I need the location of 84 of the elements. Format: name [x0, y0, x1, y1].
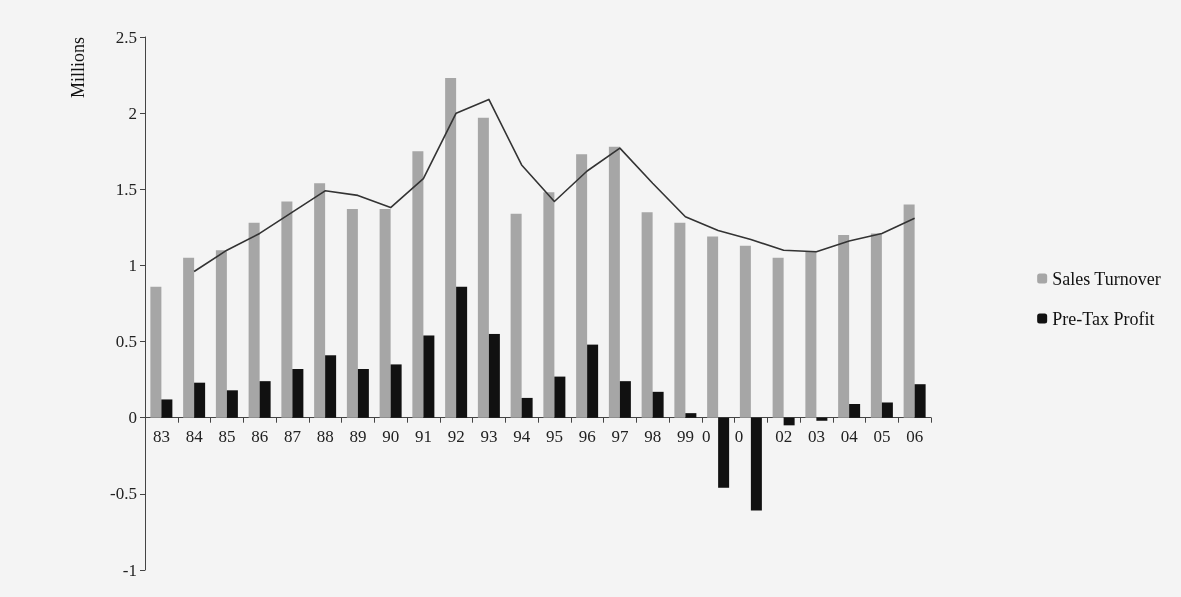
x-tick-label: 96	[578, 426, 596, 446]
x-tick-label: 02	[775, 426, 793, 446]
legend-label: Pre-Tax Profit	[1052, 308, 1155, 329]
x-tick-label: 0	[701, 426, 711, 446]
bar	[423, 335, 435, 418]
y-tick-label: -0.5	[110, 484, 137, 504]
y-axis-title: Millions	[68, 37, 88, 99]
x-tick-label: 94	[513, 426, 531, 446]
bar	[576, 154, 588, 418]
y-tick-label: 2	[128, 103, 137, 123]
x-tick-label: 87	[283, 426, 302, 446]
bar	[914, 384, 926, 418]
bar	[281, 201, 293, 418]
bar	[903, 204, 915, 418]
y-tick-label: 0	[128, 408, 137, 428]
bar	[870, 233, 882, 418]
bar	[674, 222, 686, 418]
bar	[718, 417, 730, 488]
bar	[477, 117, 489, 418]
bar	[292, 368, 304, 418]
x-tick-label: 83	[152, 426, 170, 446]
bar	[685, 413, 697, 418]
x-tick-label: 90	[382, 426, 400, 446]
bar	[641, 212, 653, 418]
bar	[587, 344, 599, 418]
y-tick-label: -1	[122, 560, 137, 580]
bar	[248, 222, 260, 418]
bar	[838, 234, 850, 418]
x-tick-label: 86	[251, 426, 269, 446]
bar	[543, 192, 555, 418]
bar	[150, 286, 162, 418]
bar	[183, 257, 195, 418]
x-tick-label: 04	[840, 426, 859, 446]
y-tick-label: 1.5	[115, 179, 137, 199]
bar	[554, 376, 566, 418]
x-tick-label: 0	[734, 426, 744, 446]
bar	[390, 364, 402, 418]
x-tick-label: 89	[349, 426, 367, 446]
bar	[772, 257, 784, 418]
x-tick-label: 91	[414, 426, 432, 446]
x-tick-label: 93	[480, 426, 498, 446]
bar	[215, 250, 227, 418]
bar	[707, 236, 719, 418]
bar	[881, 402, 893, 418]
x-tick-label: 85	[218, 426, 236, 446]
bar	[259, 381, 271, 418]
line-series	[193, 98, 916, 273]
x-tick-label: 03	[807, 426, 825, 446]
bar	[510, 213, 522, 418]
x-tick-label: 92	[447, 426, 465, 446]
y-tick-label: 1	[128, 255, 137, 275]
bar	[739, 245, 751, 418]
x-tick-label: 06	[906, 426, 924, 446]
bar	[346, 209, 358, 418]
bar	[805, 251, 817, 418]
bar	[194, 382, 206, 418]
legend-label: Sales Turnover	[1052, 268, 1161, 289]
bar	[226, 390, 238, 418]
bar	[619, 381, 631, 418]
bar	[652, 391, 664, 418]
x-tick-label: 95	[545, 426, 563, 446]
bar	[325, 355, 337, 418]
bar	[816, 417, 828, 421]
bar	[456, 286, 468, 418]
x-tick-label: 84	[185, 426, 204, 446]
x-tick-label: 98	[644, 426, 662, 446]
y-tick-label: 2.5	[115, 27, 137, 47]
bar	[412, 151, 424, 418]
bar	[357, 368, 369, 418]
bar	[750, 417, 762, 511]
bar	[521, 397, 533, 418]
bar	[488, 333, 500, 418]
bar	[608, 146, 620, 418]
bar	[161, 399, 173, 418]
bar	[783, 417, 795, 426]
bar	[849, 404, 861, 418]
bar	[379, 209, 391, 418]
x-tick-label: 97	[611, 426, 629, 446]
bar	[314, 183, 326, 418]
bar	[445, 78, 457, 418]
x-tick-label: 88	[316, 426, 334, 446]
x-tick-label: 05	[873, 426, 891, 446]
x-tick-label: 99	[676, 426, 694, 446]
y-tick-label: 0.5	[115, 332, 137, 352]
